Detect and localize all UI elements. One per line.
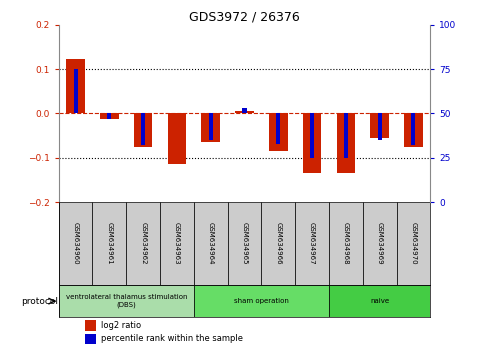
- Bar: [302, 113, 321, 173]
- Bar: [208, 113, 212, 140]
- Bar: [59, 285, 193, 318]
- Bar: [201, 113, 220, 142]
- Bar: [134, 113, 152, 147]
- Text: GSM634970: GSM634970: [409, 222, 416, 265]
- Bar: [276, 113, 280, 144]
- Title: GDS3972 / 26376: GDS3972 / 26376: [189, 11, 299, 24]
- Text: GSM634961: GSM634961: [106, 222, 112, 265]
- Bar: [336, 113, 354, 173]
- Bar: [328, 202, 362, 285]
- Text: GSM634962: GSM634962: [140, 222, 146, 265]
- Bar: [160, 202, 193, 285]
- Text: percentile rank within the sample: percentile rank within the sample: [101, 335, 243, 343]
- Bar: [193, 285, 328, 318]
- Text: GSM634969: GSM634969: [376, 222, 382, 265]
- Text: GSM634964: GSM634964: [207, 222, 213, 265]
- Bar: [227, 202, 261, 285]
- Bar: [268, 113, 287, 151]
- Bar: [100, 113, 119, 119]
- Bar: [295, 202, 328, 285]
- Bar: [141, 113, 145, 145]
- Bar: [410, 113, 415, 145]
- Text: GSM634967: GSM634967: [308, 222, 314, 265]
- Bar: [126, 202, 160, 285]
- Bar: [261, 202, 295, 285]
- Text: log2 ratio: log2 ratio: [101, 321, 141, 330]
- Bar: [167, 113, 186, 164]
- Bar: [84, 320, 96, 331]
- Bar: [235, 111, 253, 113]
- Bar: [309, 113, 313, 158]
- Bar: [193, 202, 227, 285]
- Bar: [396, 202, 429, 285]
- Text: protocol: protocol: [21, 297, 58, 306]
- Bar: [377, 113, 381, 140]
- Bar: [242, 108, 246, 113]
- Text: GSM634966: GSM634966: [275, 222, 281, 265]
- Bar: [328, 285, 429, 318]
- Bar: [84, 333, 96, 344]
- Text: sham operation: sham operation: [233, 298, 288, 304]
- Bar: [343, 113, 347, 158]
- Text: GSM634960: GSM634960: [72, 222, 79, 265]
- Text: naive: naive: [369, 298, 388, 304]
- Bar: [362, 202, 396, 285]
- Bar: [107, 113, 111, 119]
- Bar: [369, 113, 388, 138]
- Text: GSM634963: GSM634963: [174, 222, 180, 265]
- Bar: [66, 59, 85, 113]
- Text: ventrolateral thalamus stimulation
(DBS): ventrolateral thalamus stimulation (DBS): [65, 295, 186, 308]
- Bar: [92, 202, 126, 285]
- Bar: [403, 113, 422, 147]
- Text: GSM634968: GSM634968: [342, 222, 348, 265]
- Bar: [73, 69, 78, 113]
- Bar: [59, 202, 92, 285]
- Text: GSM634965: GSM634965: [241, 222, 247, 265]
